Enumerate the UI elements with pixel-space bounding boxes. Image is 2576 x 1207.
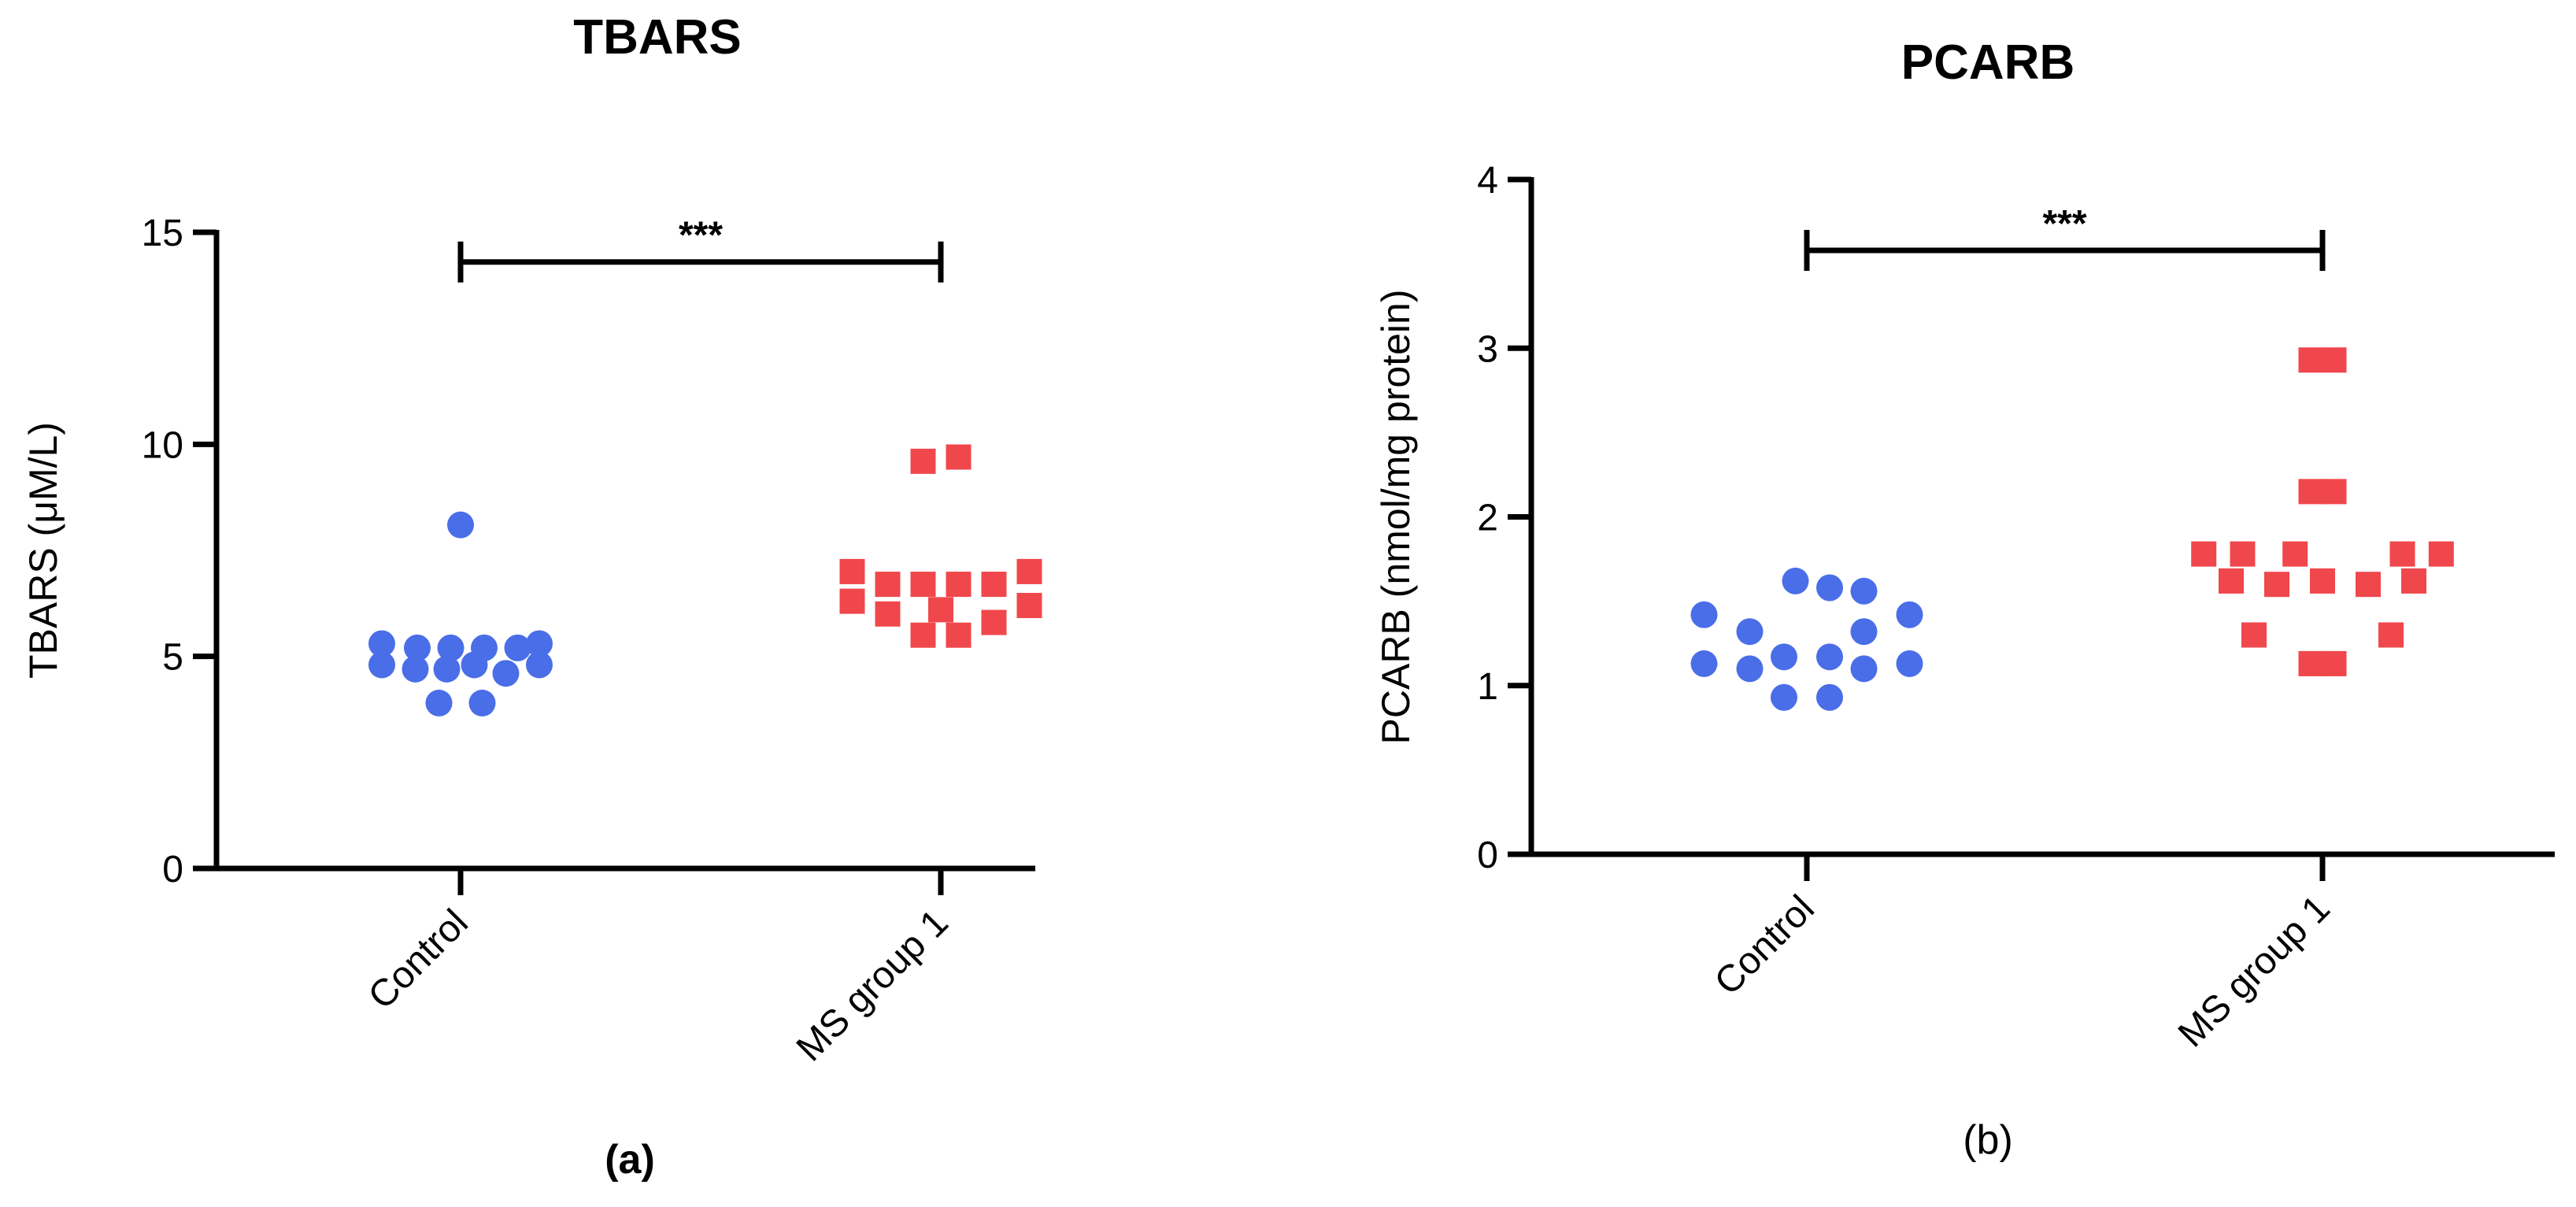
data-point-control — [1850, 577, 1878, 605]
data-point-control — [1896, 650, 1923, 677]
data-point-ms-group-1 — [946, 572, 972, 598]
data-point-ms-group-1 — [1016, 593, 1042, 619]
data-point-control — [425, 689, 453, 716]
chart-panel-b: PCARB 0 1 2 3 4 PCARB (nmol/mg protein) Control… — [1374, 35, 2555, 1163]
y-tick-label: 15 — [142, 213, 183, 254]
y-axis-label: TBARS (μM/L) — [21, 422, 65, 679]
data-point-control — [1816, 643, 1843, 671]
data-point-control — [1816, 574, 1843, 602]
data-point-control — [492, 660, 520, 687]
data-point-ms-group-1 — [2401, 568, 2426, 594]
data-point-ms-group-1 — [839, 558, 865, 584]
data-point-ms-group-1 — [2219, 568, 2244, 594]
data-point-control — [437, 634, 464, 661]
y-tick-label: 5 — [162, 637, 183, 679]
data-point-control — [504, 634, 531, 661]
data-point-ms-group-1 — [2298, 347, 2324, 373]
data-point-control — [1771, 683, 1797, 711]
data-point-control — [1690, 601, 1718, 628]
y-tick-label: 2 — [1477, 498, 1498, 539]
y-tick-label: 0 — [162, 849, 183, 890]
y-tick-label: 10 — [142, 424, 183, 466]
data-point-control — [1736, 618, 1764, 646]
data-point-ms-group-1 — [910, 448, 936, 474]
data-point-control — [1850, 655, 1878, 683]
y-axis-label: PCARB (nmol/mg protein) — [1374, 290, 1418, 745]
data-point-control — [526, 651, 553, 679]
data-point-ms-group-1 — [839, 588, 865, 614]
x-category-label: MS group 1 — [2171, 887, 2338, 1055]
y-tick-label: 3 — [1477, 328, 1498, 370]
y-tick-label: 4 — [1477, 160, 1498, 202]
data-point-ms-group-1 — [946, 444, 972, 470]
data-point-control — [1771, 643, 1797, 671]
data-point-ms-group-1 — [910, 572, 936, 598]
panel-label: (b) — [1963, 1117, 2013, 1163]
significance-label: *** — [2042, 203, 2086, 245]
data-point-ms-group-1 — [2321, 347, 2347, 373]
data-point-control — [402, 655, 429, 683]
data-point-control — [1850, 618, 1878, 646]
x-category-label: Control — [361, 902, 476, 1017]
data-point-ms-group-1 — [2389, 541, 2415, 567]
data-point-ms-group-1 — [2282, 541, 2308, 567]
y-tick-label: 0 — [1477, 835, 1498, 876]
significance-label: *** — [679, 215, 723, 257]
data-point-ms-group-1 — [2230, 541, 2256, 567]
chart-title: PCARB — [1901, 35, 2074, 90]
data-point-ms-group-1 — [981, 572, 1007, 598]
data-point-ms-group-1 — [875, 572, 901, 598]
data-point-control — [1690, 650, 1718, 677]
data-point-ms-group-1 — [981, 609, 1007, 635]
data-point-ms-group-1 — [2428, 541, 2454, 567]
data-point-control — [1736, 655, 1764, 683]
data-point-control — [433, 655, 461, 683]
data-point-ms-group-1 — [2191, 541, 2217, 567]
data-point-ms-group-1 — [910, 622, 936, 648]
data-point-ms-group-1 — [2321, 479, 2347, 505]
data-point-control — [1782, 567, 1809, 594]
data-point-ms-group-1 — [1016, 558, 1042, 584]
data-point-ms-group-1 — [2241, 622, 2267, 648]
data-point-ms-group-1 — [2298, 650, 2324, 676]
data-point-control — [526, 630, 553, 657]
x-category-label: MS group 1 — [789, 902, 957, 1069]
data-point-ms-group-1 — [928, 597, 953, 623]
data-point-control — [461, 651, 488, 679]
data-point-control — [368, 651, 395, 679]
data-point-control — [468, 689, 496, 716]
data-point-control — [1816, 683, 1843, 711]
data-point-control — [404, 634, 431, 661]
data-point-control — [447, 511, 474, 539]
data-point-ms-group-1 — [875, 601, 901, 627]
data-point-ms-group-1 — [2298, 479, 2324, 505]
data-point-ms-group-1 — [2310, 568, 2335, 594]
data-point-control — [368, 630, 395, 657]
data-point-ms-group-1 — [2378, 622, 2404, 648]
y-tick-label: 1 — [1477, 666, 1498, 708]
data-point-ms-group-1 — [2264, 572, 2289, 598]
data-point-ms-group-1 — [2321, 650, 2347, 676]
chart-title: TBARS — [573, 10, 742, 65]
x-category-label: Control — [1707, 887, 1823, 1003]
data-point-control — [1896, 601, 1923, 628]
chart-panel-a: TBARS 0 5 10 15 TBARS (μM/L) Control MS group 1… — [21, 10, 1042, 1183]
data-point-ms-group-1 — [946, 622, 972, 648]
panel-label: (a) — [605, 1137, 655, 1183]
data-point-ms-group-1 — [2356, 572, 2381, 598]
